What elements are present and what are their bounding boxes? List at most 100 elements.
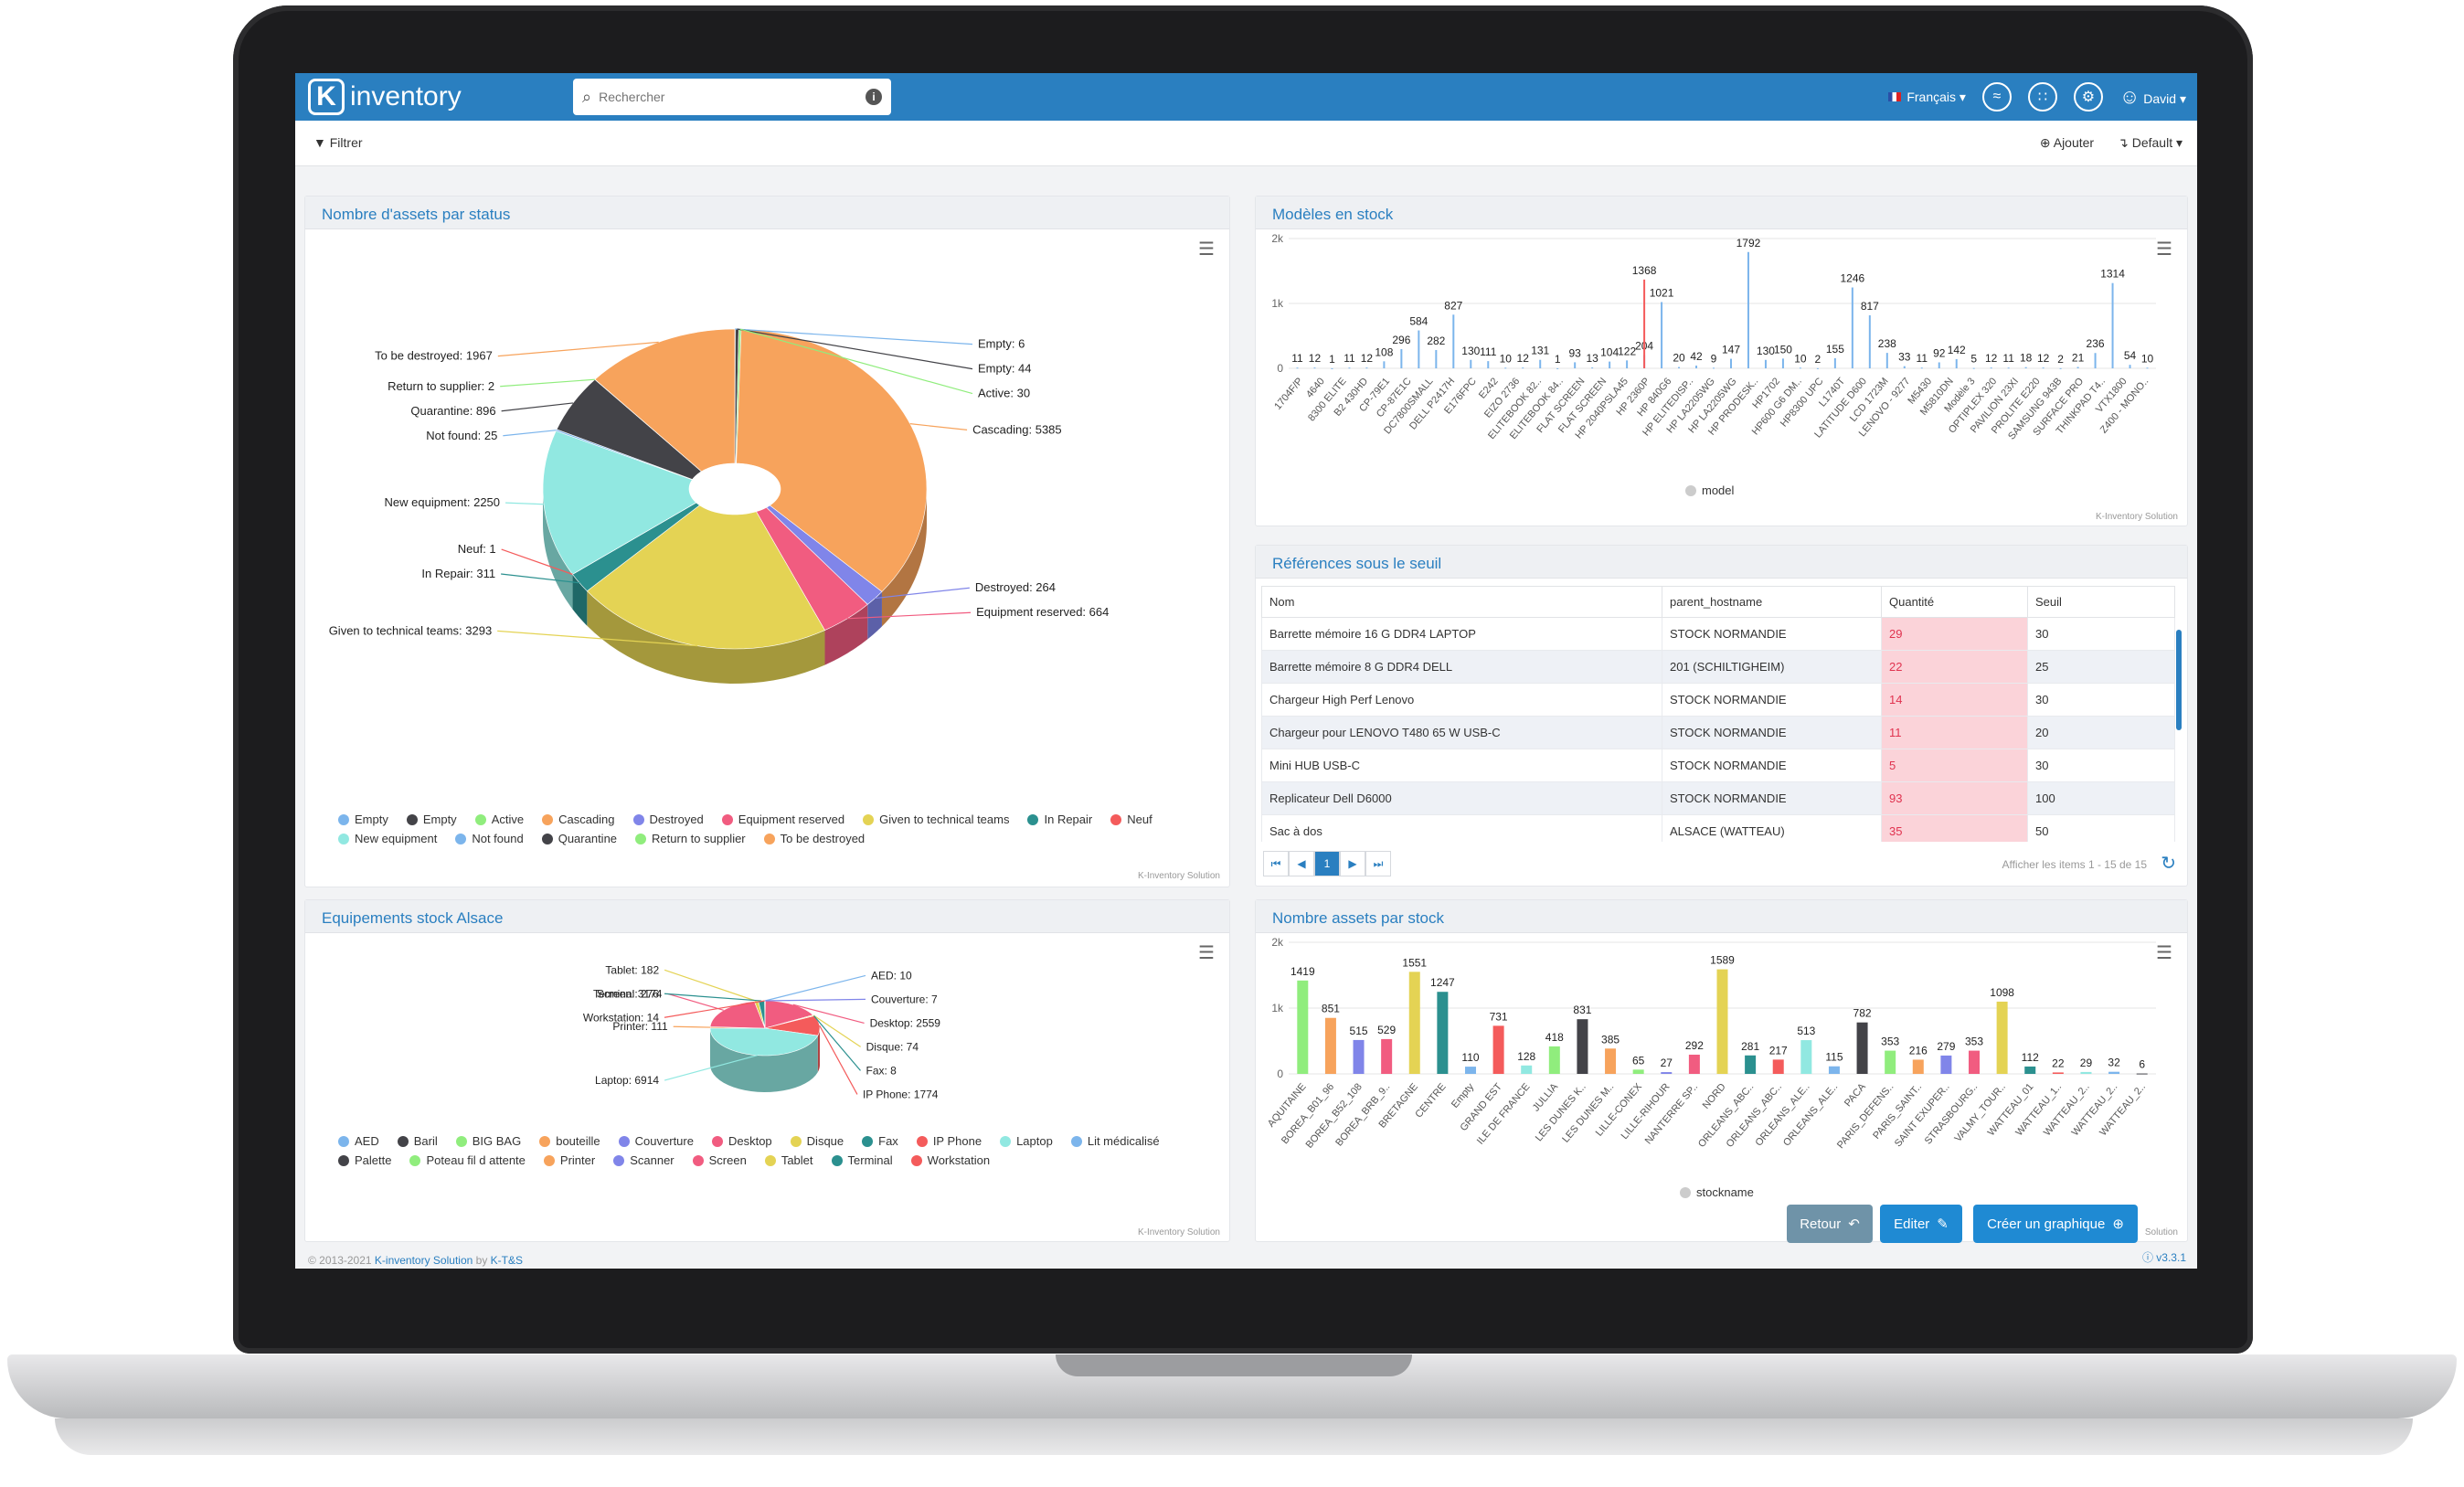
bar[interactable] (1713, 367, 1715, 369)
bar[interactable] (1661, 302, 1663, 368)
legend-item[interactable]: Terminal (831, 1153, 893, 1167)
bar[interactable] (1626, 360, 1629, 368)
bar[interactable] (1418, 330, 1420, 368)
back-button[interactable]: Retour ↶ (1787, 1205, 1873, 1243)
language-selector[interactable]: Français ▾ (1888, 90, 1966, 105)
table-scrollbar[interactable] (2176, 630, 2182, 730)
bar[interactable] (1522, 367, 1524, 369)
legend-item[interactable]: Scanner (613, 1153, 674, 1167)
bar[interactable] (1464, 1067, 1476, 1074)
table-row[interactable]: Replicateur Dell D6000 STOCK NORMANDIE 93 1… (1261, 781, 2175, 815)
legend-item[interactable]: Disque (790, 1134, 844, 1148)
bar[interactable] (1605, 1048, 1617, 1074)
bar[interactable] (1313, 367, 1316, 369)
legend-item[interactable]: Cascading (542, 813, 615, 826)
bar[interactable] (2129, 365, 2131, 368)
bar[interactable] (1885, 353, 1888, 368)
bar[interactable] (1521, 1065, 1533, 1074)
bar[interactable] (1996, 1001, 2008, 1074)
legend-item[interactable]: Poteau fil d attente (409, 1153, 526, 1167)
page-1-button[interactable]: 1 (1314, 851, 1340, 876)
bar[interactable] (1353, 1039, 1365, 1074)
app-logo[interactable]: K inventory (308, 79, 462, 115)
bar[interactable] (1729, 358, 1732, 368)
bar[interactable] (1331, 367, 1333, 369)
last-page-button[interactable]: ⏭ (1365, 851, 1391, 876)
legend-item[interactable]: Palette (338, 1153, 391, 1167)
bar[interactable] (1324, 1017, 1336, 1074)
bar[interactable] (1920, 367, 1923, 369)
menu-icon[interactable]: ☰ (1198, 239, 1215, 260)
bar[interactable] (1365, 367, 1368, 369)
legend-item[interactable]: Couverture (618, 1134, 694, 1148)
legend-item[interactable]: Laptop (1000, 1134, 1053, 1148)
bar[interactable] (1591, 367, 1594, 369)
col-header[interactable]: parent_hostname (1662, 586, 1882, 618)
bar[interactable] (1747, 251, 1749, 368)
edit-button[interactable]: Editer ✎ (1880, 1205, 1962, 1243)
bar[interactable] (1868, 314, 1871, 368)
bar[interactable] (1940, 1055, 1952, 1074)
bar[interactable] (2042, 367, 2044, 369)
bar[interactable] (1348, 367, 1351, 369)
bar[interactable] (1764, 359, 1767, 368)
legend-item[interactable]: Active (474, 813, 524, 826)
bar[interactable] (1688, 1054, 1700, 1074)
bar[interactable] (1400, 348, 1403, 368)
bar[interactable] (1745, 1055, 1757, 1074)
bar[interactable] (1955, 358, 1958, 368)
bar[interactable] (1990, 367, 1992, 369)
bar[interactable] (2052, 1072, 2064, 1074)
bar[interactable] (1799, 367, 1801, 369)
bar[interactable] (1903, 366, 1906, 368)
col-header[interactable]: Nom (1261, 586, 1662, 618)
prev-page-button[interactable]: ◀ (1289, 851, 1314, 876)
table-row[interactable]: Mini HUB USB-C STOCK NORMANDIE 5 30 (1261, 749, 2175, 782)
bar[interactable] (1487, 361, 1490, 368)
bar[interactable] (1577, 1019, 1588, 1074)
bar[interactable] (1912, 1059, 1924, 1074)
legend-item[interactable]: Tablet (764, 1153, 813, 1167)
table-row[interactable]: Barrette mémoire 8 G DDR4 DELL 201 (SCHIL… (1261, 650, 2175, 684)
bar[interactable] (1556, 367, 1559, 369)
legend-item[interactable]: Destroyed (632, 813, 704, 826)
legend-item[interactable]: Empty (406, 813, 457, 826)
legend-item[interactable]: New equipment (338, 832, 437, 845)
bar[interactable] (2094, 353, 2097, 368)
legend-item[interactable]: Baril (397, 1134, 438, 1148)
table-row[interactable]: Barrette mémoire 16 G DDR4 LAPTOP STOCK N… (1261, 617, 2175, 651)
legend-item[interactable]: Return to supplier (635, 832, 746, 845)
bar[interactable] (1492, 1025, 1504, 1074)
add-button[interactable]: ⊕ Ajouter (2040, 135, 2094, 151)
bar[interactable] (1816, 367, 1819, 369)
legend-item[interactable]: Screen (692, 1153, 747, 1167)
company-link[interactable]: K-T&S (490, 1254, 524, 1267)
col-header[interactable]: Quantité (1881, 586, 2028, 618)
bar[interactable] (1856, 1022, 1868, 1074)
bar[interactable] (2108, 1071, 2120, 1074)
bar[interactable] (2059, 367, 2062, 369)
table-row[interactable]: Chargeur pour LENOVO T480 65 W USB-C STOC… (1261, 716, 2175, 749)
bar[interactable] (2024, 1066, 2036, 1074)
wifi-icon[interactable]: ≈ (1981, 82, 2012, 112)
legend-item[interactable]: IP Phone (916, 1134, 982, 1148)
legend-item[interactable]: AED (338, 1134, 379, 1148)
bar[interactable] (1772, 1059, 1784, 1074)
bar[interactable] (1716, 969, 1728, 1074)
bar[interactable] (2007, 367, 2010, 369)
bar[interactable] (2024, 366, 2027, 368)
pie-slice[interactable] (709, 1001, 766, 1029)
bar[interactable] (1885, 1050, 1896, 1074)
bar[interactable] (1969, 1050, 1981, 1074)
product-link[interactable]: K-inventory Solution (374, 1254, 473, 1267)
bar[interactable] (1609, 361, 1611, 368)
bar[interactable] (2136, 1073, 2148, 1075)
default-view-selector[interactable]: ↴ Default ▾ (2118, 135, 2183, 150)
bar[interactable] (1851, 287, 1853, 368)
legend-item[interactable]: Fax (862, 1134, 898, 1148)
bar[interactable] (1828, 1066, 1840, 1074)
bar[interactable] (1833, 357, 1836, 368)
grid-icon[interactable]: ∷ (2027, 82, 2057, 112)
bar[interactable] (1452, 314, 1455, 368)
bar[interactable] (1574, 362, 1577, 368)
